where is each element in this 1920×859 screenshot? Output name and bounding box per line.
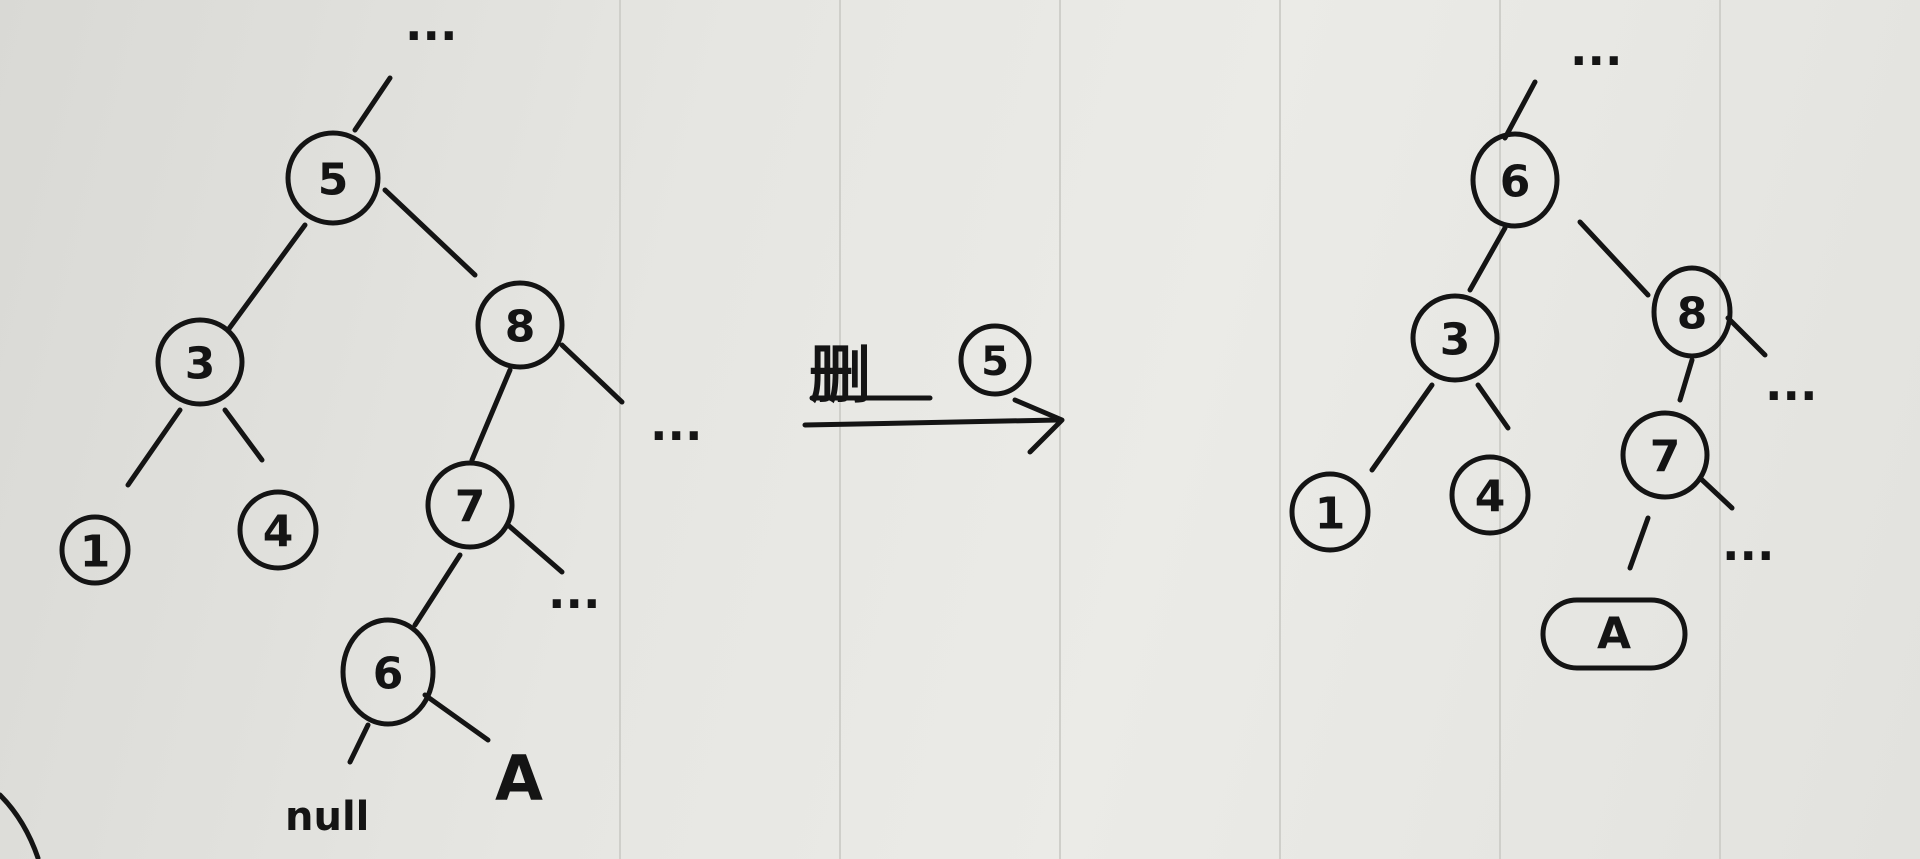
- left-edge-parent-root: [352, 75, 393, 133]
- left-node7-ellipsis: ...: [548, 565, 600, 619]
- paper-rules: [619, 0, 1721, 859]
- right-node-4: 4: [1449, 454, 1531, 536]
- right-edge-3-4: [1475, 382, 1511, 431]
- left-edge-6-a: [422, 692, 491, 743]
- left-edge-stroke: [0, 792, 41, 859]
- right-node-1: 1: [1289, 471, 1371, 553]
- left-top-ellipsis: ...: [405, 0, 457, 51]
- right-edge-8-7: [1677, 357, 1695, 403]
- left-edge-5-3: [225, 222, 308, 333]
- operation-arrow-shaft: [802, 417, 1061, 428]
- right-node-4-label: 4: [1475, 472, 1506, 523]
- right-node-6-label: 6: [1500, 157, 1531, 208]
- right-node-8-label: 8: [1677, 289, 1708, 340]
- right-edge-parent-root: [1502, 79, 1538, 141]
- right-node7-ellipsis: ...: [1722, 517, 1774, 571]
- right-node-7-label: 7: [1650, 432, 1681, 483]
- left-edge-5-8: [382, 187, 478, 278]
- left-node-6-label: 6: [373, 649, 404, 700]
- left-tree: ... 5 3 1 4 8 ... 7: [0, 0, 702, 859]
- left-node-8-label: 8: [505, 302, 536, 353]
- right-node-1-label: 1: [1315, 489, 1346, 540]
- left-node-3-label: 3: [185, 339, 216, 390]
- right-node-7: 7: [1620, 410, 1710, 500]
- left-edge-7-6: [412, 552, 463, 628]
- operation-text: 删: [809, 339, 871, 412]
- left-node-3: 3: [155, 317, 245, 407]
- right-edge-7-right: [1697, 475, 1735, 511]
- right-edge-3-1: [1369, 382, 1435, 473]
- right-edge-6-8: [1577, 219, 1651, 298]
- left-node-1: 1: [59, 514, 131, 586]
- right-node-8: 8: [1651, 265, 1733, 359]
- left-node-1-label: 1: [80, 527, 111, 578]
- left-node-5: 5: [285, 130, 381, 226]
- left-node-7: 7: [425, 460, 515, 550]
- left-node-7-label: 7: [455, 482, 486, 533]
- operation-target-label: 5: [981, 339, 1009, 385]
- right-edge-6-3: [1467, 225, 1508, 293]
- right-top-ellipsis: ...: [1570, 22, 1622, 76]
- left-edge-8-7: [469, 367, 513, 463]
- left-a-label: A: [495, 742, 543, 815]
- arrow-right-icon: [1012, 397, 1065, 455]
- left-node-6: 6: [340, 617, 436, 727]
- right-node8-ellipsis: ...: [1765, 357, 1817, 411]
- right-node-3-label: 3: [1440, 315, 1471, 366]
- left-edge-3-1: [125, 407, 183, 488]
- right-edge-7-a: [1627, 515, 1651, 571]
- left-edge-7-right: [505, 522, 565, 575]
- left-node-8: 8: [475, 280, 565, 370]
- right-node-3: 3: [1410, 293, 1500, 383]
- operation-target-node: 5: [958, 323, 1032, 397]
- operation: 删 5: [802, 323, 1065, 455]
- left-edge-8-right: [559, 342, 625, 405]
- right-a-label: A: [1597, 609, 1631, 660]
- left-node-4: 4: [237, 489, 319, 571]
- left-edge-3-4: [222, 407, 265, 463]
- left-null-label: null: [285, 794, 369, 840]
- right-edge-8-right: [1725, 315, 1768, 358]
- left-node-5-label: 5: [318, 155, 349, 206]
- right-tree: ... 6 3 1 4 8 ... 7: [1289, 22, 1817, 671]
- left-node-4-label: 4: [263, 507, 294, 558]
- right-node-6: 6: [1470, 131, 1560, 229]
- right-node-a: A: [1540, 597, 1688, 671]
- left-right-ellipsis: ...: [650, 397, 702, 451]
- left-edge-6-null: [347, 722, 371, 765]
